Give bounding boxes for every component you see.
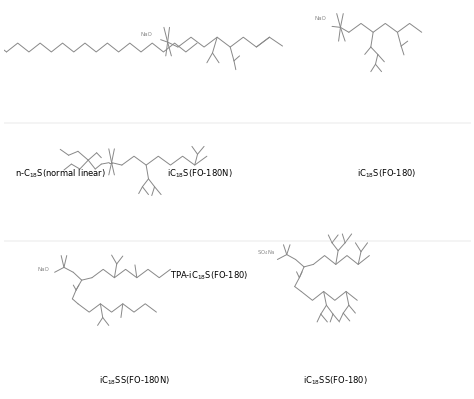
- Text: TPA-iC$_{18}$S(FO-180): TPA-iC$_{18}$S(FO-180): [171, 270, 249, 282]
- Text: iC$_{18}$S(FO-180): iC$_{18}$S(FO-180): [357, 168, 417, 180]
- Text: iC$_{18}$SS(FO-180N): iC$_{18}$SS(FO-180N): [100, 374, 171, 387]
- Text: NaO: NaO: [315, 16, 327, 21]
- Text: iC$_{18}$S(FO-180N): iC$_{18}$S(FO-180N): [167, 168, 233, 180]
- Text: n-C$_{18}$S(normal linear): n-C$_{18}$S(normal linear): [15, 168, 106, 180]
- Text: iC$_{18}$SS(FO-180): iC$_{18}$SS(FO-180): [303, 374, 368, 387]
- Text: NaO: NaO: [38, 267, 50, 272]
- Text: SO$_4$Na: SO$_4$Na: [257, 248, 276, 257]
- Text: NaO: NaO: [141, 32, 153, 37]
